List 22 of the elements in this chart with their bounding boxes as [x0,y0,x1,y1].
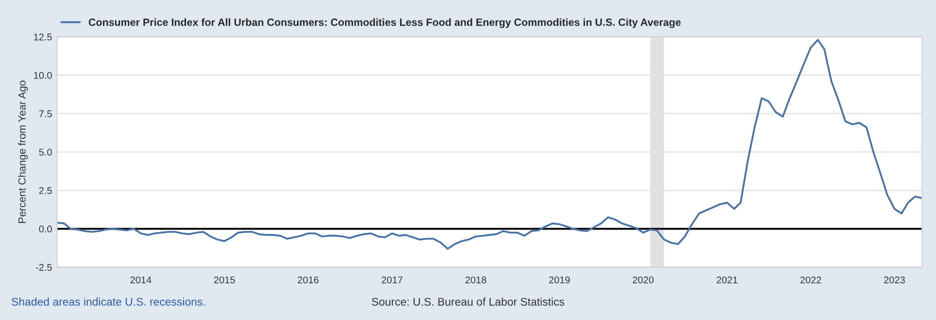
x-tick-label: 2016 [298,276,319,284]
x-tick-label: 2018 [465,276,486,284]
line-series [57,38,922,250]
text: Shaded areas indicate U.S. recessions. [12,298,205,306]
legend-label: Consumer Price Index for All Urban Consumers: Commodities Less Food and Energy Commodities in U.S. City Average [88,18,681,28]
y-tick-label: 10.0 [34,72,52,79]
y-tick-label: 12.5 [34,34,52,40]
source-note: Source: U.S. Bureau of Labor Statistics [372,298,564,306]
y-tick-label: 0.0 [39,226,52,232]
x-tick-label: 2017 [382,276,402,284]
x-tick-label: 2020 [632,276,654,284]
y-axis-title: Percent Change from Year Ago [18,80,28,223]
x-tick-label: 2014 [130,276,152,284]
x-tick-label: 2015 [214,276,235,284]
y-tick-label: 2.5 [39,187,52,194]
x-tick-label: 2019 [549,276,570,284]
y-tick-label: 7.5 [39,110,52,118]
y-tick-label: 5.0 [39,148,52,156]
x-tick-label: 2023 [884,276,905,284]
x-tick-label: 2022 [800,276,822,284]
y-tick-label: -2.5 [36,264,52,271]
x-tick-label: 2021 [716,276,738,284]
